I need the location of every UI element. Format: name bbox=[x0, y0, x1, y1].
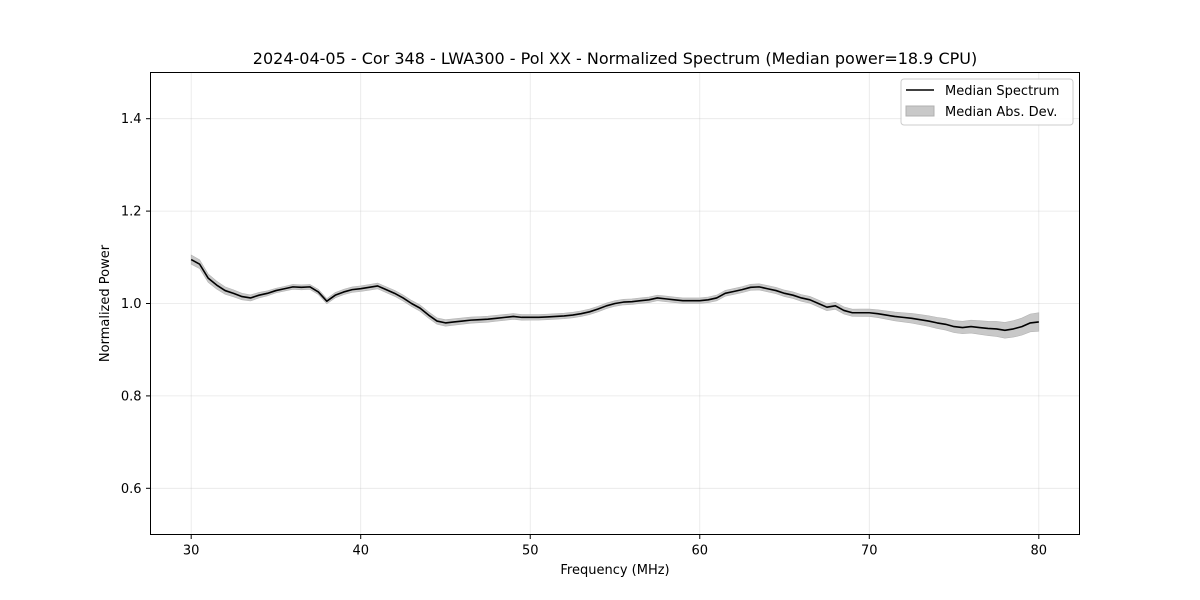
x-tick-label: 50 bbox=[522, 544, 539, 559]
x-tick-label: 60 bbox=[691, 544, 708, 559]
x-tick-label: 80 bbox=[1031, 544, 1048, 559]
y-axis-ticks: 0.6 0.8 1.0 1.2 1.4 bbox=[121, 112, 151, 497]
legend: Median Spectrum Median Abs. Dev. bbox=[900, 78, 1074, 126]
legend-box bbox=[900, 78, 1074, 126]
y-tick-label: 0.8 bbox=[121, 389, 142, 404]
y-tick-label: 1.2 bbox=[121, 205, 142, 220]
x-axis-ticks: 30 40 50 60 70 80 bbox=[183, 534, 1048, 559]
median-abs-dev-band bbox=[190, 254, 1040, 339]
chart-title: 2024-04-05 - Cor 348 - LWA300 - Pol XX -… bbox=[253, 49, 977, 68]
legend-entry-median-spectrum: Median Spectrum bbox=[945, 84, 1059, 99]
x-tick-label: 40 bbox=[352, 544, 369, 559]
median-spectrum-line bbox=[190, 258, 1039, 332]
y-axis-label: Normalized Power bbox=[98, 244, 113, 362]
median-line-layer bbox=[190, 258, 1039, 332]
x-axis-label: Frequency (MHz) bbox=[560, 563, 669, 578]
y-tick-label: 0.6 bbox=[121, 482, 142, 497]
legend-entry-median-abs-dev: Median Abs. Dev. bbox=[945, 105, 1057, 120]
mad-band-layer bbox=[190, 254, 1040, 339]
y-tick-label: 1.4 bbox=[121, 112, 142, 127]
y-tick-label: 1.0 bbox=[121, 297, 142, 312]
x-tick-label: 70 bbox=[861, 544, 878, 559]
x-tick-label: 30 bbox=[183, 544, 200, 559]
legend-band-swatch bbox=[905, 105, 935, 117]
